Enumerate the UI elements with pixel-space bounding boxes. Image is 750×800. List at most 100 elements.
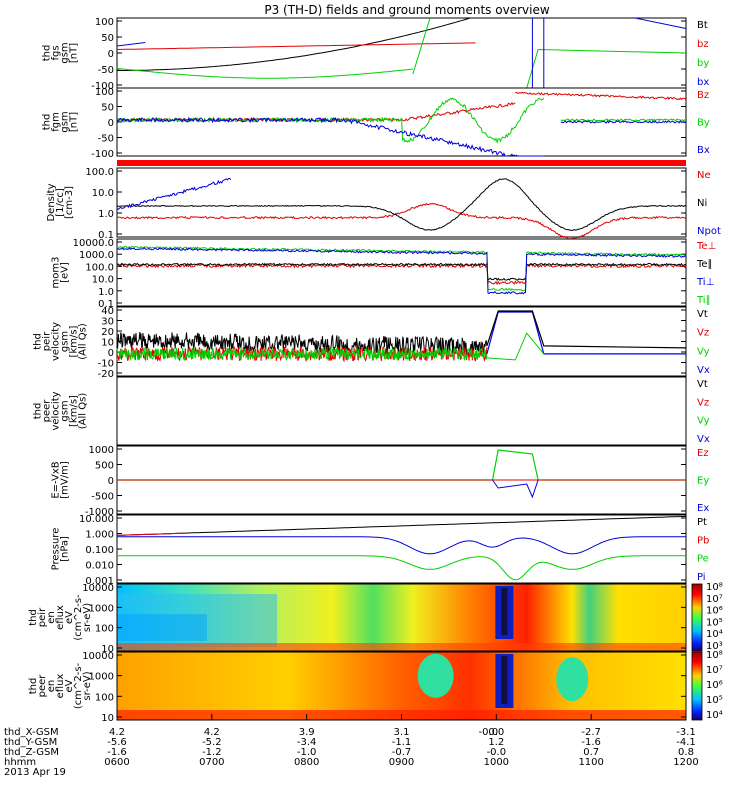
series-Pt (116, 515, 687, 536)
footer-value: 4.2 (204, 727, 220, 738)
y-tick-label: 0 (108, 348, 114, 359)
footer-value: -3.4 (297, 737, 317, 748)
legend-item: Pt (697, 517, 707, 528)
y-tick-label: 10 (101, 713, 114, 724)
y-axis-label-line: eV (64, 611, 75, 624)
series-group (116, 178, 687, 240)
y-tick-label: -50 (98, 65, 114, 76)
legend-item: Ey (697, 476, 709, 487)
footer-value: -0.0 (487, 747, 507, 758)
y-axis-label-line: sr-eV) (82, 671, 93, 700)
y-tick-label: 0.100 (85, 545, 114, 556)
y-tick-label: 0 (108, 476, 114, 487)
footer-value: -0.0 (479, 727, 499, 738)
y-axis-label-line: eflux (55, 605, 66, 630)
flux-feature (417, 653, 454, 698)
y-tick-label: 10.000 (79, 514, 114, 525)
y-tick-label: 1.0 (98, 209, 114, 220)
colorbar-label: 10⁴ (706, 629, 723, 640)
y-axis-label-line: gsm (60, 331, 71, 352)
y-axis-label-line: en (46, 611, 57, 624)
legend-item: Vz (697, 328, 709, 339)
series-Bt (117, 17, 470, 71)
y-axis-label-line: [mV/m] (60, 461, 71, 499)
panel-frame (116, 514, 687, 584)
y-axis-label-line: Pressure (51, 528, 62, 571)
y-axis-label-line: sr-eV) (82, 603, 93, 632)
series-group (116, 91, 687, 157)
y-tick-label: -20 (98, 369, 114, 380)
series-Te-perp (116, 263, 687, 286)
series-Vy (116, 346, 488, 362)
footer-value: 0.8 (678, 747, 694, 758)
footer-value: 1000 (484, 757, 509, 768)
y-axis-label-line: peer (37, 674, 48, 698)
legend-item: Pe (697, 554, 709, 565)
y-axis-label-line: thd (42, 45, 53, 62)
legend-item: bz (697, 39, 709, 50)
footer-value: -1.6 (107, 747, 127, 758)
footer-value: 0600 (104, 757, 129, 768)
spectrogram (117, 652, 686, 720)
colorbar (691, 583, 703, 652)
y-axis-label-line: en (46, 680, 57, 693)
legend-item: Pi (697, 572, 706, 583)
mode-bar (117, 160, 686, 166)
legend-item: Vx (697, 365, 710, 376)
y-axis-label: Pressure[nPa] (51, 528, 71, 571)
y-tick-label: 0 (108, 118, 114, 129)
y-axis-label-line: [eV] (60, 262, 71, 283)
y-axis-label-line: velocity (51, 391, 62, 430)
y-axis-label-line: (cm^2-s- (73, 594, 84, 641)
series-Pi (117, 536, 686, 555)
series-By (116, 97, 545, 144)
y-tick-label: 10000.0 (73, 238, 114, 249)
y-axis-label-line: thd (33, 333, 44, 350)
y-axis-label-line: [nT] (69, 43, 80, 63)
panel-frame (116, 17, 687, 89)
y-tick-label: 100 (95, 87, 114, 98)
panel-pressure: 10.0001.0000.1000.0100.001Pressure[nPa]P… (51, 514, 710, 587)
y-tick-label: 1.000 (85, 530, 114, 541)
colorbar-label: 10⁴ (706, 710, 723, 721)
y-tick-label: 100 (95, 624, 114, 635)
panel-efield: 1000 500 0 -500 -1000 E=-VxB[mV/m] Ez Ey Ex (51, 445, 710, 518)
flux-dropout (501, 588, 508, 635)
footer-date: 2013 Apr 19 (4, 767, 66, 778)
footer-value: -4.1 (676, 737, 696, 748)
footer-value: 0800 (294, 757, 319, 768)
series-By (560, 118, 687, 122)
series-group (116, 17, 687, 89)
y-axis-label-line: [nT] (69, 112, 80, 132)
y-tick-label: 100 (95, 17, 114, 28)
footer-value: -1.6 (581, 737, 601, 748)
colorbar-label: 10⁸ (706, 582, 723, 593)
y-axis-label-line: thd (33, 403, 44, 420)
y-tick-label: -1000 (85, 507, 114, 518)
y-axis-label-line: eV (64, 679, 75, 692)
series-Pb (116, 532, 186, 536)
chart-title: P3 (TH-D) fields and ground moments over… (264, 3, 549, 17)
legend-item: Ex (697, 503, 709, 514)
y-tick-label: 10000 (82, 583, 114, 594)
y-axis-label-line: [cm-3] (64, 186, 75, 219)
legend-item: Ti⊥ (696, 277, 714, 288)
legend-item: Bx (697, 145, 710, 156)
legend-item: Te⊥ (696, 241, 716, 252)
flux-dropout (501, 656, 508, 704)
low-flux-region (117, 614, 207, 641)
footer-value: 1.2 (488, 737, 504, 748)
y-axis-label: E=-VxB[mV/m] (51, 461, 71, 499)
footer-value: 0700 (199, 757, 224, 768)
colorbar-label: 10⁵ (706, 695, 723, 706)
footer-value: -1.1 (392, 737, 412, 748)
footer-value: -2.7 (581, 727, 601, 738)
footer-value: 3.9 (299, 727, 315, 738)
footer-value: 3.1 (394, 727, 410, 738)
footer-label: hhmm (4, 757, 36, 768)
series-Bx (560, 120, 687, 124)
